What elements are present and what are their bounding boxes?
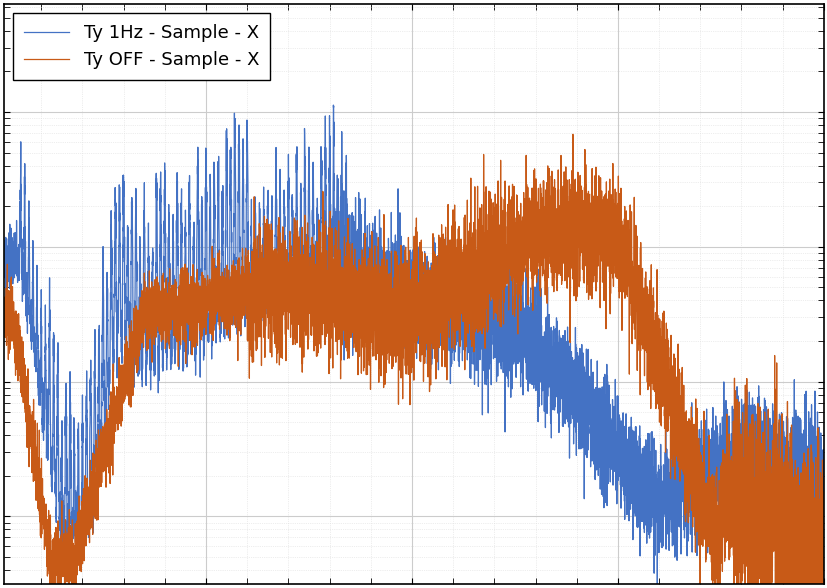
Ty 1Hz - Sample - X xyxy=(0,252,9,259)
Ty OFF - Sample - X xyxy=(484,266,494,273)
Ty 1Hz - Sample - X xyxy=(818,527,827,534)
Ty 1Hz - Sample - X xyxy=(41,302,50,309)
Legend: Ty 1Hz - Sample - X, Ty OFF - Sample - X: Ty 1Hz - Sample - X, Ty OFF - Sample - X xyxy=(13,13,270,80)
Ty 1Hz - Sample - X xyxy=(652,583,662,588)
Line: Ty 1Hz - Sample - X: Ty 1Hz - Sample - X xyxy=(4,105,823,586)
Ty OFF - Sample - X xyxy=(818,576,827,583)
Ty 1Hz - Sample - X xyxy=(650,519,660,526)
Ty 1Hz - Sample - X xyxy=(606,439,616,446)
Ty OFF - Sample - X xyxy=(650,328,660,335)
Ty 1Hz - Sample - X xyxy=(519,314,529,321)
Ty OFF - Sample - X xyxy=(519,246,529,253)
Ty OFF - Sample - X xyxy=(606,270,616,277)
Ty 1Hz - Sample - X xyxy=(328,102,338,109)
Ty OFF - Sample - X xyxy=(295,298,305,305)
Ty OFF - Sample - X xyxy=(41,533,50,540)
Ty OFF - Sample - X xyxy=(0,329,9,336)
Ty 1Hz - Sample - X xyxy=(484,298,494,305)
Ty OFF - Sample - X xyxy=(567,131,577,138)
Line: Ty OFF - Sample - X: Ty OFF - Sample - X xyxy=(4,134,823,588)
Ty 1Hz - Sample - X xyxy=(295,219,305,226)
